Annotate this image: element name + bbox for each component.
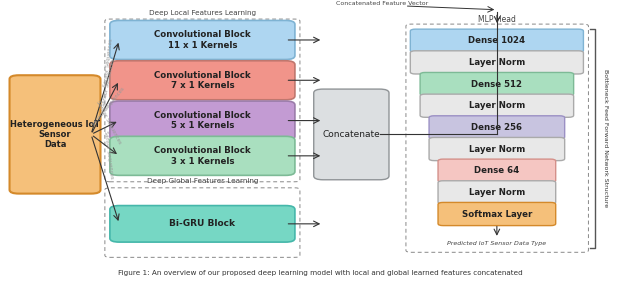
Text: Sensor Sequences: Sensor Sequences — [91, 87, 125, 128]
Text: Sensor Sequences: Sensor Sequences — [101, 59, 116, 107]
Text: Convolutional Block
7 x 1 Kernels: Convolutional Block 7 x 1 Kernels — [154, 70, 251, 90]
Text: Softmax Layer: Softmax Layer — [461, 209, 532, 218]
Text: Convolutional Block
3 x 1 Kernels: Convolutional Block 3 x 1 Kernels — [154, 146, 251, 166]
FancyBboxPatch shape — [410, 29, 584, 52]
Text: Concatenated Feature Vector: Concatenated Feature Vector — [336, 1, 428, 6]
FancyBboxPatch shape — [110, 136, 295, 175]
FancyBboxPatch shape — [420, 72, 573, 96]
Text: Deep Global Features Learning: Deep Global Features Learning — [147, 177, 258, 184]
FancyBboxPatch shape — [314, 89, 389, 180]
FancyBboxPatch shape — [438, 159, 556, 182]
Text: Layer Norm: Layer Norm — [468, 58, 525, 67]
Text: Figure 1: An overview of our proposed deep learning model with local and global : Figure 1: An overview of our proposed de… — [118, 271, 522, 276]
Text: Layer Norm: Layer Norm — [468, 101, 525, 110]
Text: Sensor Sequences: Sensor Sequences — [103, 130, 114, 179]
FancyBboxPatch shape — [429, 138, 564, 161]
Text: Dense 1024: Dense 1024 — [468, 36, 525, 45]
Text: MLP Head: MLP Head — [478, 15, 516, 23]
Text: Bottleneck Feed Forward Network Structure: Bottleneck Feed Forward Network Structur… — [603, 69, 608, 207]
Text: Deep Local Features Learning: Deep Local Features Learning — [149, 10, 256, 16]
Text: Layer Norm: Layer Norm — [468, 145, 525, 154]
FancyBboxPatch shape — [438, 202, 556, 226]
FancyBboxPatch shape — [410, 51, 584, 74]
Text: Dense 64: Dense 64 — [474, 166, 520, 175]
FancyBboxPatch shape — [110, 101, 295, 140]
Text: Sensor Sequences: Sensor Sequences — [95, 100, 122, 145]
Text: Sensor Sequences: Sensor Sequences — [103, 38, 114, 87]
Text: Convolutional Block
5 x 1 Kernels: Convolutional Block 5 x 1 Kernels — [154, 111, 251, 130]
FancyBboxPatch shape — [110, 61, 295, 100]
Text: Concatenate: Concatenate — [323, 130, 380, 139]
Text: Dense 256: Dense 256 — [472, 123, 522, 132]
FancyBboxPatch shape — [420, 94, 573, 117]
FancyBboxPatch shape — [110, 205, 295, 242]
Text: Layer Norm: Layer Norm — [468, 188, 525, 197]
FancyBboxPatch shape — [110, 20, 295, 59]
Text: Predicted IoT Sensor Data Type: Predicted IoT Sensor Data Type — [447, 241, 547, 246]
FancyBboxPatch shape — [438, 181, 556, 204]
Text: Dense 512: Dense 512 — [472, 80, 522, 89]
Text: Convolutional Block
11 x 1 Kernels: Convolutional Block 11 x 1 Kernels — [154, 30, 251, 50]
Text: Heterogeneous IoT
Sensor
Data: Heterogeneous IoT Sensor Data — [10, 119, 100, 149]
Text: Bi-GRU Block: Bi-GRU Block — [170, 219, 236, 228]
FancyBboxPatch shape — [10, 75, 100, 194]
FancyBboxPatch shape — [429, 116, 564, 139]
